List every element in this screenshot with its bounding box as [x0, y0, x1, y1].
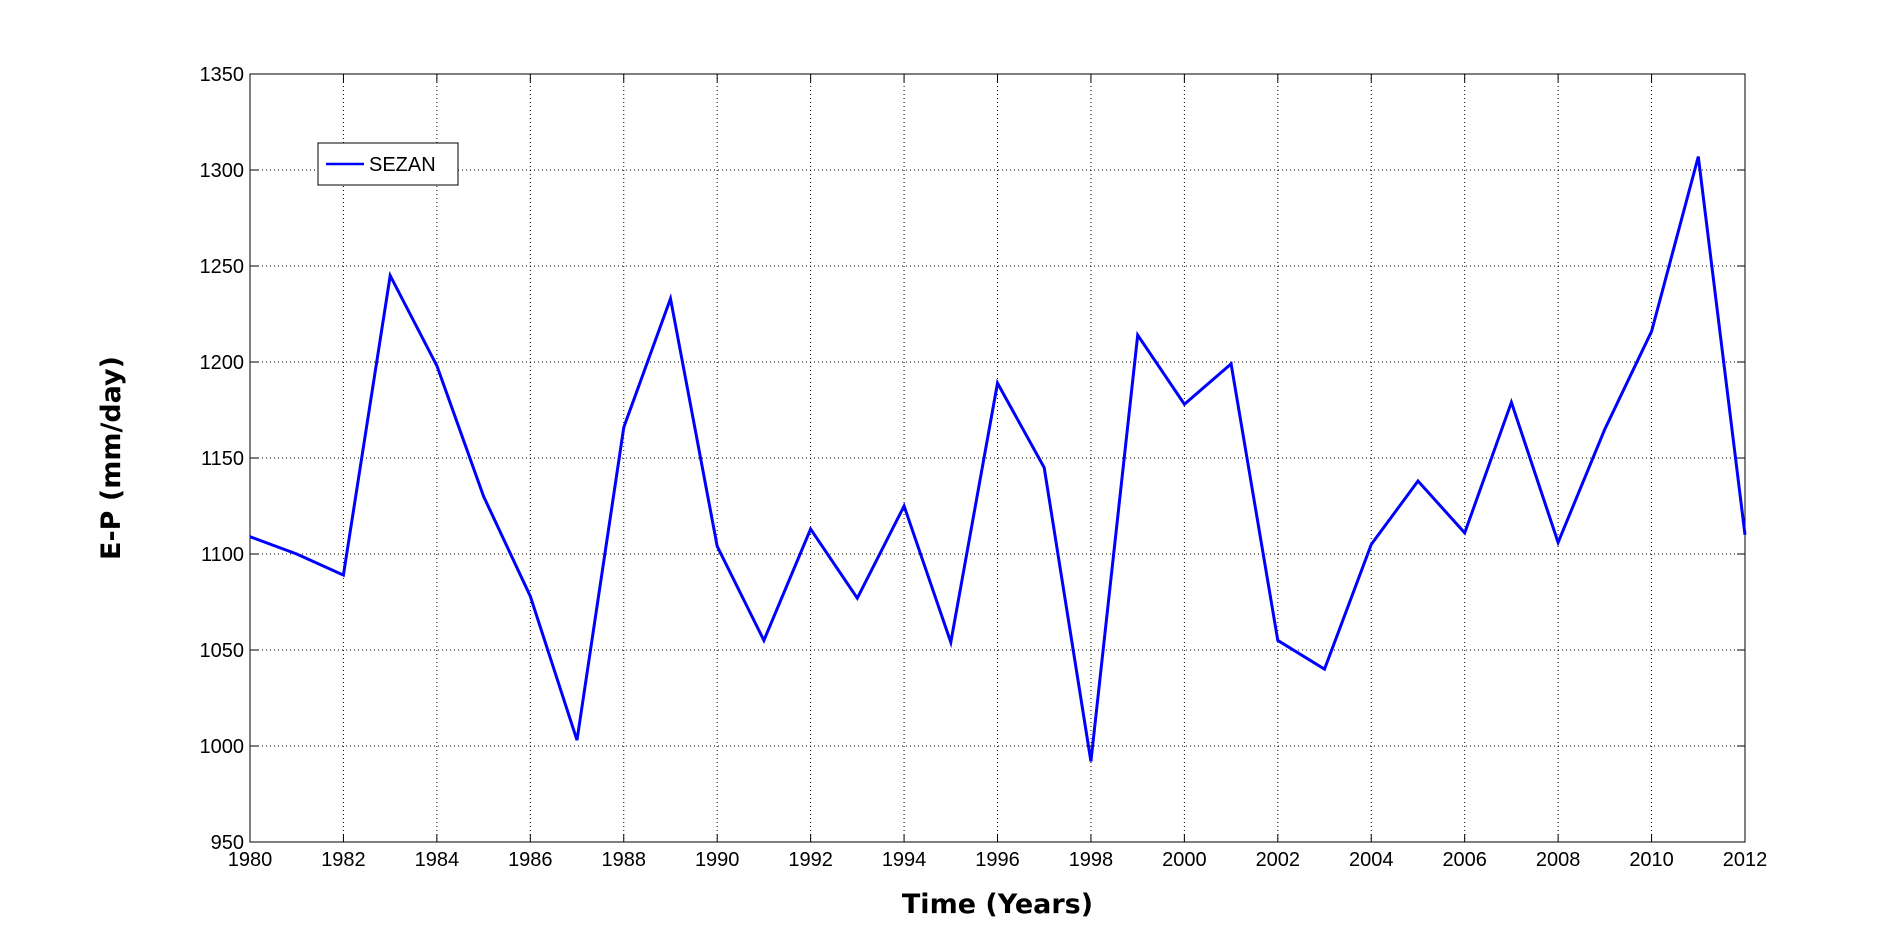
- legend: SEZAN: [317, 142, 459, 186]
- x-axis-title: Time (Years): [902, 889, 1093, 920]
- x-tick-label: 1984: [415, 849, 460, 871]
- y-tick-label: 1200: [200, 352, 245, 374]
- x-tick-label: 1982: [321, 849, 366, 871]
- y-tick-label: 1300: [200, 160, 245, 182]
- x-tick-label: 2008: [1536, 849, 1581, 871]
- x-tick-label: 1990: [695, 849, 740, 871]
- y-axis-title: E-P (mm/day): [96, 356, 127, 560]
- y-tick-label: 1050: [200, 640, 245, 662]
- series-line-sezan: [249, 156, 1747, 762]
- x-tick-label: 1980: [228, 849, 273, 871]
- legend-label-sezan: SEZAN: [369, 154, 436, 176]
- x-tick-label: 1998: [1069, 849, 1114, 871]
- x-tick-label: 2010: [1629, 849, 1674, 871]
- x-tick-label: 1988: [602, 849, 647, 871]
- x-tick-label: 1996: [975, 849, 1020, 871]
- x-tick-label: 1994: [882, 849, 927, 871]
- y-tick-label: 950: [211, 832, 244, 854]
- y-axis-tick-labels: 950 1000 1050 1100 1150 1200 1250 1300 1350: [200, 64, 245, 854]
- y-tick-label: 1250: [200, 256, 245, 278]
- series-layer: [249, 156, 1747, 762]
- x-tick-label: 2004: [1349, 849, 1394, 871]
- x-tick-label: 2002: [1256, 849, 1301, 871]
- y-tick-label: 1100: [201, 544, 244, 566]
- x-tick-label: 1986: [508, 849, 553, 871]
- y-tick-label: 1150: [201, 448, 244, 470]
- axis-ticks: [249, 73, 1746, 843]
- x-tick-label: 2000: [1162, 849, 1207, 871]
- y-tick-label: 1000: [200, 736, 245, 758]
- x-tick-label: 1992: [788, 849, 833, 871]
- x-axis-tick-labels: 1980 1982 1984 1986 1988 1990 1992 1994 1996 1998…: [228, 849, 1768, 871]
- y-tick-label: 1350: [200, 64, 245, 86]
- grid-lines: [250, 74, 1745, 842]
- x-tick-label: 2012: [1723, 849, 1768, 871]
- x-tick-label: 2006: [1442, 849, 1487, 871]
